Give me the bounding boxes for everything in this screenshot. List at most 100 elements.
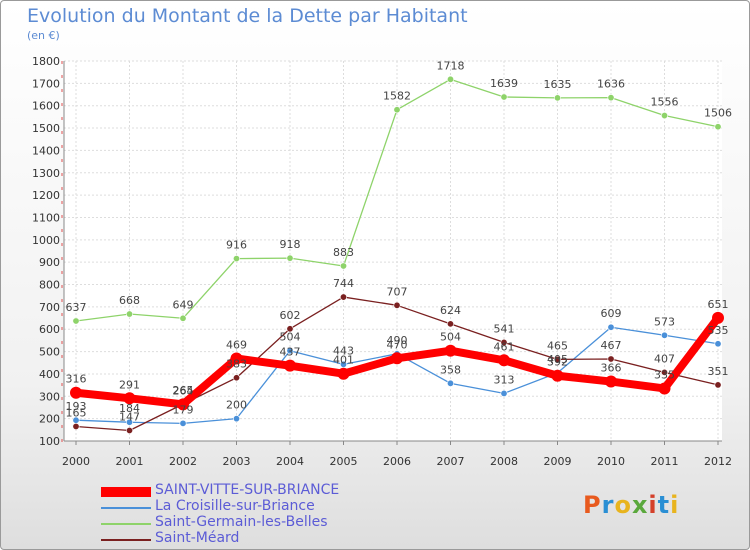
- data-point: [72, 317, 80, 325]
- data-label: 744: [333, 277, 354, 290]
- data-point: [446, 75, 454, 83]
- data-point: [233, 255, 241, 263]
- data-label: 651: [708, 298, 729, 311]
- x-tick-label: 2005: [330, 455, 358, 468]
- legend-label: La Croisille-sur-Briance: [155, 498, 315, 514]
- legend-swatch: [101, 507, 151, 509]
- data-label: 405: [547, 353, 568, 366]
- data-point: [500, 93, 508, 101]
- data-label: 602: [280, 309, 301, 322]
- data-label: 490: [387, 334, 408, 347]
- y-tick-label: 1200: [32, 189, 60, 202]
- y-tick-label: 900: [39, 256, 60, 269]
- data-point: [339, 293, 347, 301]
- legend-label: Saint-Méard: [155, 530, 240, 546]
- data-label: 469: [226, 339, 247, 352]
- data-label: 637: [66, 301, 87, 314]
- y-tick-label: 100: [39, 435, 60, 448]
- legend-swatch: [101, 487, 151, 497]
- y-tick-label: 300: [39, 390, 60, 403]
- data-point: [337, 367, 350, 380]
- data-label: 470: [387, 338, 408, 351]
- data-label: 1639: [490, 77, 518, 90]
- data-point: [233, 374, 241, 382]
- data-point: [179, 419, 187, 427]
- y-tick-label: 1300: [32, 167, 60, 180]
- data-point: [660, 331, 668, 339]
- data-point: [230, 352, 243, 365]
- y-tick-label: 1100: [32, 211, 60, 224]
- x-tick-label: 2012: [704, 455, 732, 468]
- data-point: [446, 320, 454, 328]
- data-label: 313: [494, 373, 515, 386]
- data-point: [500, 338, 508, 346]
- y-tick-label: 1500: [32, 122, 60, 135]
- data-point: [551, 369, 564, 382]
- data-label: 624: [440, 304, 461, 317]
- data-point: [233, 415, 241, 423]
- data-point: [286, 325, 294, 333]
- x-tick-label: 2001: [116, 455, 144, 468]
- data-label: 504: [280, 331, 301, 344]
- y-tick-label: 600: [39, 323, 60, 336]
- data-point: [72, 422, 80, 430]
- data-label: 335: [654, 368, 675, 381]
- data-label: 707: [387, 285, 408, 298]
- legend-swatch: [101, 523, 151, 525]
- data-label: 407: [654, 352, 675, 365]
- data-point: [123, 392, 136, 405]
- data-point: [126, 418, 134, 426]
- data-label: 383: [226, 358, 247, 371]
- data-label: 668: [119, 294, 140, 307]
- data-point: [605, 375, 617, 388]
- data-label: 1582: [383, 90, 411, 103]
- data-label: 147: [119, 410, 140, 423]
- data-label: 883: [333, 246, 354, 259]
- data-point: [714, 381, 722, 389]
- x-tick-label: 2009: [544, 455, 572, 468]
- data-point: [179, 314, 187, 322]
- data-point: [500, 389, 508, 397]
- data-label: 392: [547, 356, 568, 369]
- data-point: [498, 354, 510, 367]
- data-point: [607, 355, 615, 363]
- data-label: 504: [440, 331, 461, 344]
- data-point: [70, 386, 82, 399]
- data-label: 264: [173, 384, 194, 397]
- data-label: 401: [333, 354, 354, 367]
- data-label: 609: [601, 307, 622, 320]
- data-label: 200: [226, 399, 247, 412]
- data-label: 358: [440, 363, 461, 376]
- data-label: 437: [280, 346, 301, 359]
- data-point: [286, 254, 294, 262]
- legend-label: Saint-Germain-les-Belles: [155, 514, 328, 530]
- data-label: 165: [66, 406, 87, 419]
- x-tick-label: 2010: [597, 455, 625, 468]
- x-tick-label: 2007: [437, 455, 465, 468]
- chart-title: Evolution du Montant de la Dette par Hab…: [27, 5, 468, 27]
- data-point: [444, 344, 457, 357]
- y-tick-label: 1600: [32, 100, 60, 113]
- y-tick-label: 700: [39, 301, 60, 314]
- data-point: [391, 352, 403, 365]
- data-label: 535: [708, 324, 729, 337]
- y-tick-label: 800: [39, 279, 60, 292]
- x-tick-label: 2002: [169, 455, 197, 468]
- data-label: 291: [119, 378, 140, 391]
- data-point: [126, 426, 134, 434]
- data-point: [660, 368, 668, 376]
- data-point: [177, 398, 189, 411]
- data-label: 467: [601, 339, 622, 352]
- x-tick-label: 2004: [276, 455, 304, 468]
- legend-label: SAINT-VITTE-SUR-BRIANCE: [155, 482, 340, 498]
- y-tick-label: 200: [39, 413, 60, 426]
- x-tick-label: 2011: [651, 455, 679, 468]
- data-point: [712, 311, 724, 324]
- data-point: [607, 323, 615, 331]
- chart-unit-label: (en €): [27, 29, 60, 42]
- data-label: 184: [119, 402, 140, 415]
- data-label: 316: [66, 373, 87, 386]
- data-label: 1635: [544, 78, 572, 91]
